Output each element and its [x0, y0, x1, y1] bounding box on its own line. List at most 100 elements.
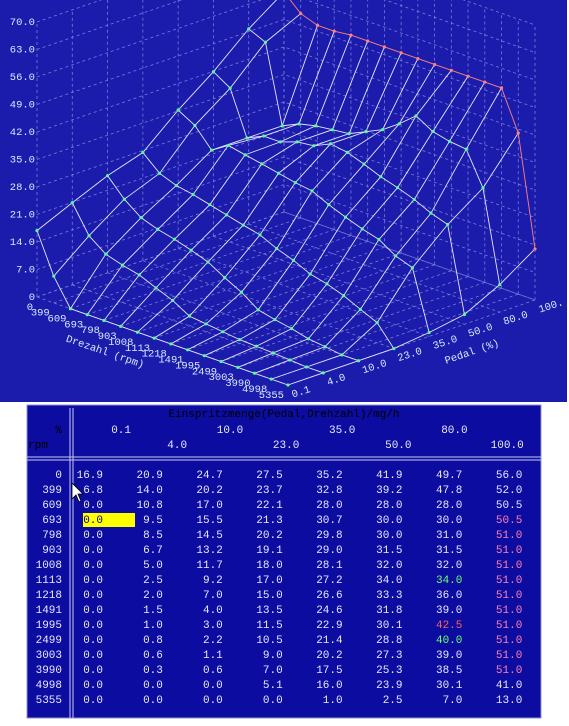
pedal-axis-label: 0.1	[290, 384, 312, 401]
surface-line	[120, 40, 369, 327]
base-grid	[220, 276, 469, 362]
surface-point	[172, 237, 177, 241]
surface-point	[219, 359, 223, 364]
cell: 21.3	[256, 515, 282, 527]
cell: 2.2	[203, 635, 223, 647]
surface-point	[70, 201, 74, 205]
cell: 23.9	[376, 680, 402, 692]
cell: 30.1	[436, 680, 463, 692]
cell: 51.0	[496, 530, 522, 542]
cell: 13.5	[256, 605, 282, 617]
row-header: 399	[42, 485, 62, 497]
surface-point	[343, 215, 348, 219]
cell: 34.0	[376, 575, 402, 587]
surface-point	[382, 45, 386, 49]
rpm-axis-label: 4998	[242, 384, 267, 396]
cell: 0.8	[143, 635, 163, 647]
corner-top: %	[55, 425, 62, 437]
cell: 20.2	[196, 485, 222, 497]
surface-point	[483, 80, 487, 84]
surface-point	[330, 128, 334, 132]
cell: 30.0	[436, 515, 462, 527]
cell: 0.0	[143, 680, 163, 692]
cell: 20.2	[316, 650, 342, 662]
column-header: 4.0	[167, 440, 187, 452]
surface-plot: 0 7.0 14.0 21.0 28.0 35.0 42.0 49.0 56.0 63.0 70.0…	[10, 0, 565, 402]
surface-point	[223, 276, 227, 280]
cell: 35.2	[316, 470, 342, 482]
surface-point	[310, 189, 314, 193]
surface-point	[243, 153, 247, 157]
surface-point	[446, 222, 450, 227]
pedal-axis-label: 4.0	[326, 372, 348, 389]
surface-point	[379, 175, 383, 179]
cell: 52.0	[496, 485, 522, 497]
surface-line	[254, 87, 502, 374]
surface-point	[247, 27, 251, 31]
surface-line	[187, 64, 435, 351]
z-tick-label: 63.0	[10, 44, 35, 56]
base-grid	[170, 258, 418, 345]
surface-point	[236, 365, 240, 369]
z-grid-line	[36, 0, 536, 81]
surface-point	[342, 294, 346, 298]
surface-line	[204, 70, 452, 357]
surface-point	[328, 142, 333, 146]
surface-point	[226, 143, 230, 148]
cell: 28.8	[376, 635, 402, 647]
cell: 1.0	[323, 695, 343, 707]
rpm-axis-label: 5355	[259, 390, 284, 402]
cell: 50.5	[496, 515, 522, 527]
cell: 32.0	[376, 560, 402, 572]
surface-point	[224, 213, 229, 217]
cell: 22.9	[316, 620, 342, 632]
z-tick-label: 0	[29, 292, 35, 304]
cell: 30.7	[316, 515, 342, 527]
cell: 10.8	[136, 500, 162, 512]
surface-point	[291, 258, 296, 262]
z-tick-label: 56.0	[10, 72, 35, 84]
cell: 19.1	[256, 545, 283, 557]
base-grid	[213, 235, 465, 325]
surface-point	[397, 122, 401, 126]
table-title: Einspritzmenge(Pedal,Drehzahl)/mg/h	[168, 409, 399, 421]
row-header: 2499	[36, 635, 62, 647]
surface-point	[85, 313, 89, 317]
cell: 28.1	[316, 560, 343, 572]
cell: 10.5	[256, 635, 282, 647]
surface-point	[120, 263, 125, 267]
surface-point	[340, 353, 344, 357]
surface-point	[295, 140, 299, 144]
cell: 0.0	[83, 530, 103, 542]
cell: 50.5	[496, 500, 522, 512]
z-grid-line	[36, 46, 536, 136]
surface-point	[412, 197, 416, 202]
surface-point	[481, 186, 485, 190]
cell: 23.7	[256, 485, 282, 497]
rpm-axis-label: 1995	[175, 360, 200, 372]
surface-point	[375, 321, 379, 325]
rpm-axis-label: 1491	[158, 355, 183, 367]
cell: 30.0	[376, 530, 402, 542]
rpm-axis-label: 1113	[125, 343, 150, 355]
surface-point	[68, 307, 73, 311]
cell: 31.5	[376, 545, 402, 557]
surface-point	[187, 314, 192, 318]
surface-point	[52, 274, 56, 278]
z-tick-label: 70.0	[10, 17, 35, 29]
surface-point	[275, 246, 279, 251]
surface-point	[191, 192, 195, 197]
cell: 18.0	[256, 560, 282, 572]
column-header: 35.0	[329, 425, 355, 437]
cell: 30.1	[376, 620, 403, 632]
surface-point	[171, 298, 175, 303]
cell: 51.0	[496, 560, 522, 572]
cell: 28.0	[376, 500, 402, 512]
cell: 2.5	[143, 575, 163, 587]
cell: 0.0	[143, 695, 163, 707]
rpm-axis-label: 693	[64, 319, 83, 331]
row-header: 3990	[36, 665, 62, 677]
surface-point	[256, 308, 260, 312]
cell: 30.0	[376, 515, 402, 527]
